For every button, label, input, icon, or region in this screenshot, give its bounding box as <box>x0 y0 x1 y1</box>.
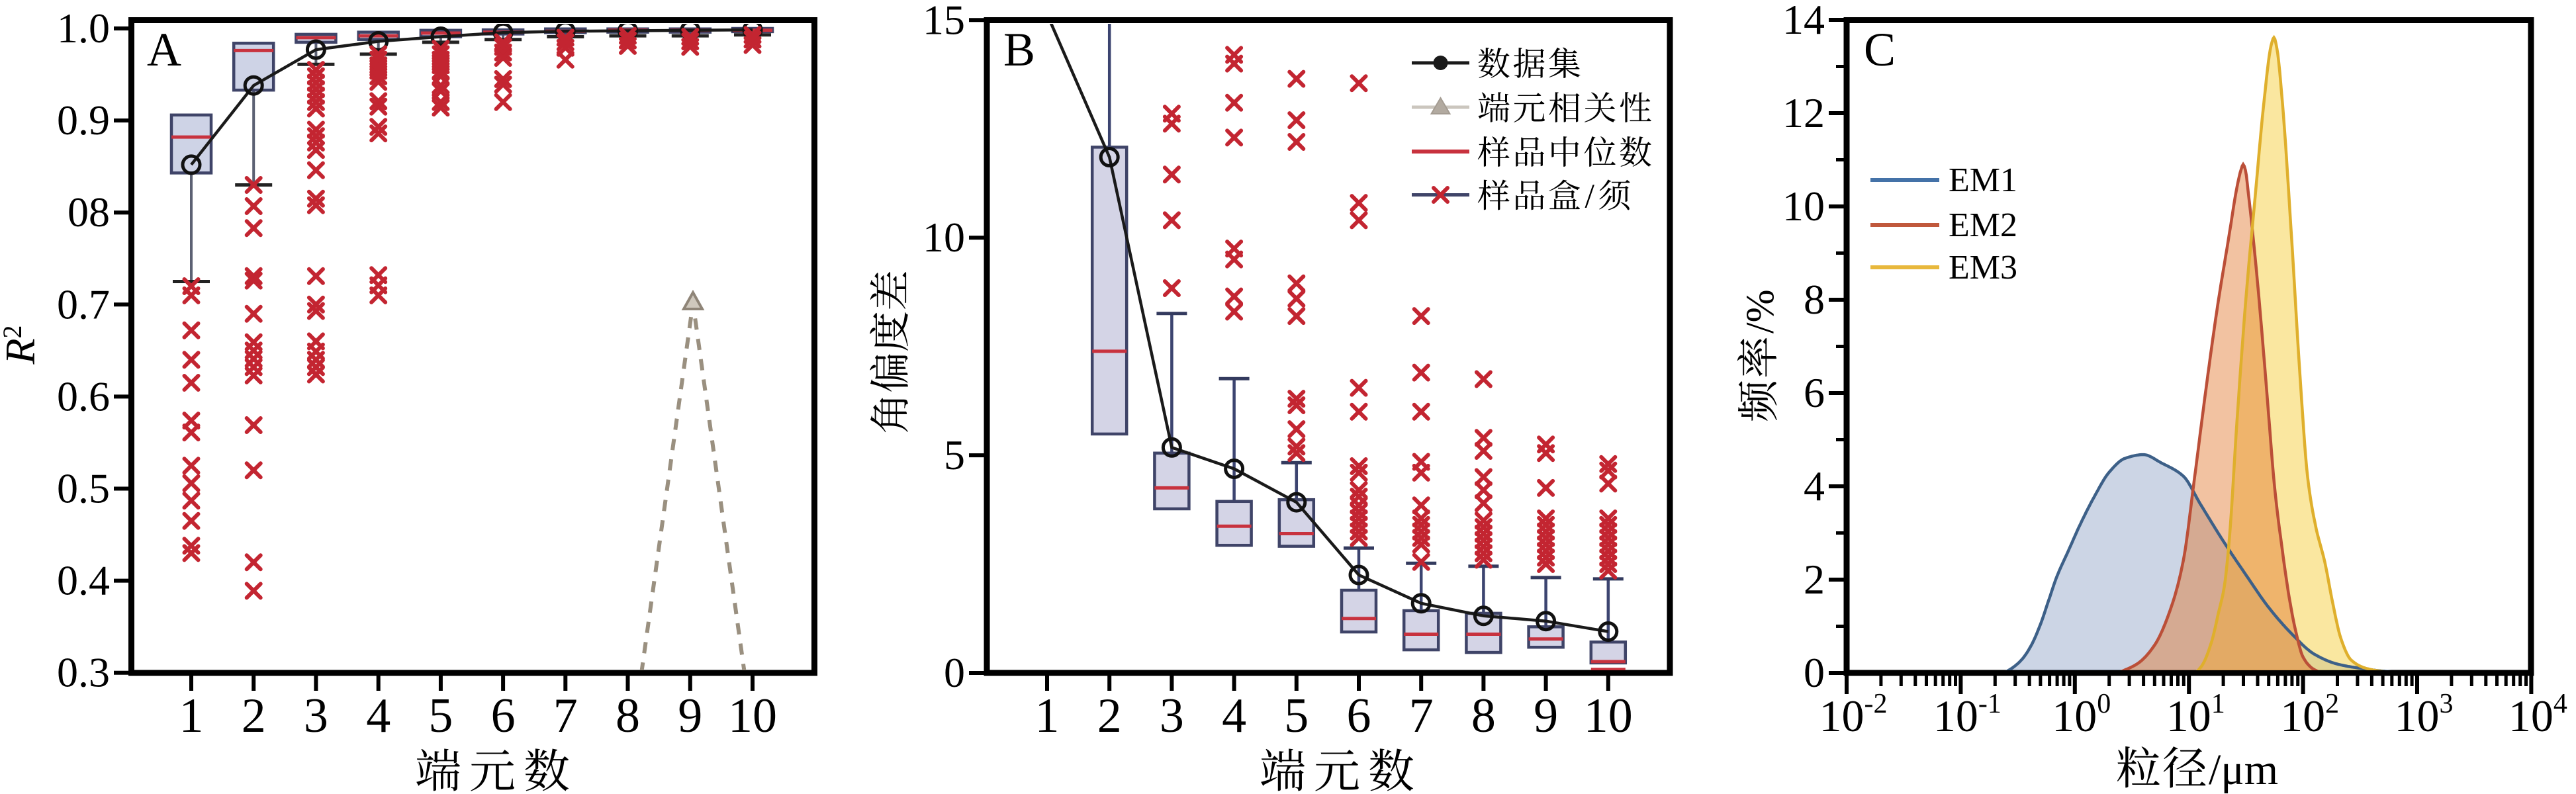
svg-text:4: 4 <box>366 689 391 743</box>
svg-text:/: / <box>1585 178 1595 216</box>
svg-text:7: 7 <box>553 689 578 743</box>
svg-text:/μm: /μm <box>2209 746 2278 794</box>
svg-text:EM2: EM2 <box>1949 206 2017 244</box>
svg-text:9: 9 <box>678 689 702 743</box>
svg-text:3: 3 <box>1160 689 1184 743</box>
svg-text:10-1: 10-1 <box>1933 689 2001 741</box>
svg-text:1.0: 1.0 <box>57 5 110 52</box>
svg-text:5: 5 <box>428 689 453 743</box>
svg-text:10: 10 <box>1584 689 1633 743</box>
svg-text:C: C <box>1864 23 1896 76</box>
svg-text:10: 10 <box>923 214 965 261</box>
svg-text:6: 6 <box>1804 369 1825 416</box>
svg-text:1: 1 <box>179 689 204 743</box>
svg-text:9: 9 <box>1534 689 1558 743</box>
svg-text:0.3: 0.3 <box>57 649 110 696</box>
svg-text:EM3: EM3 <box>1949 249 2017 287</box>
svg-text:10: 10 <box>1782 183 1825 230</box>
svg-text:8: 8 <box>1804 276 1825 323</box>
svg-text:3: 3 <box>304 689 328 743</box>
svg-text:2: 2 <box>1804 556 1825 603</box>
svg-text:0.9: 0.9 <box>57 97 110 144</box>
svg-text:0.6: 0.6 <box>57 373 110 419</box>
svg-text:08: 08 <box>68 189 110 236</box>
svg-text:0.4: 0.4 <box>57 557 110 604</box>
svg-text:6: 6 <box>491 689 516 743</box>
svg-text:1: 1 <box>1035 689 1060 743</box>
svg-text:8: 8 <box>1471 689 1496 743</box>
svg-text:6: 6 <box>1347 689 1371 743</box>
svg-text:8: 8 <box>616 689 640 743</box>
svg-text:7: 7 <box>1409 689 1434 743</box>
svg-text:EM1: EM1 <box>1949 161 2017 199</box>
svg-text:4: 4 <box>1222 689 1246 743</box>
svg-text:10: 10 <box>728 689 777 743</box>
svg-text:4: 4 <box>1804 463 1825 509</box>
svg-text:A: A <box>147 23 181 76</box>
svg-text:14: 14 <box>1782 0 1825 43</box>
svg-text:2: 2 <box>242 689 266 743</box>
svg-text:B: B <box>1003 23 1035 76</box>
svg-text:0.5: 0.5 <box>57 465 110 512</box>
svg-text:15: 15 <box>923 0 965 43</box>
svg-text:5: 5 <box>1284 689 1309 743</box>
svg-text:/%: /% <box>1738 289 1782 333</box>
svg-text:12: 12 <box>1782 89 1825 136</box>
svg-text:0.7: 0.7 <box>57 281 110 328</box>
svg-text:0: 0 <box>944 649 965 696</box>
svg-text:2: 2 <box>1097 689 1122 743</box>
svg-text:5: 5 <box>944 431 965 478</box>
svg-text:0: 0 <box>1804 649 1825 696</box>
